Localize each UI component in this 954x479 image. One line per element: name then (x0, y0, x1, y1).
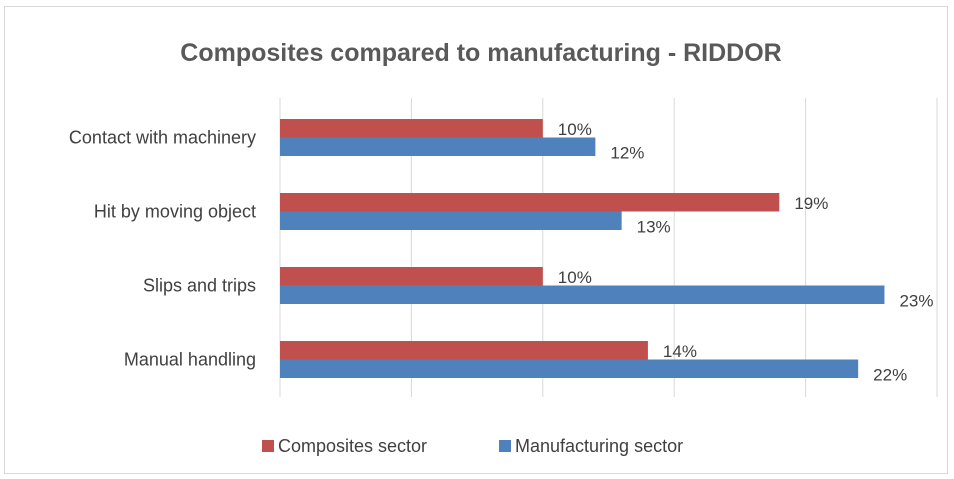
data-label: 14% (663, 342, 697, 361)
manufacturing-bar (280, 359, 859, 378)
manufacturing-bar (280, 211, 622, 230)
legend-label: Composites sector (278, 436, 427, 456)
data-label: 10% (558, 268, 592, 287)
composites-bar (280, 267, 543, 286)
bars (280, 119, 885, 378)
data-label: 22% (873, 366, 907, 385)
chart-title: Composites compared to manufacturing - R… (180, 39, 781, 67)
data-label: 23% (899, 292, 933, 311)
chart-frame (4, 6, 948, 474)
category-label: Manual handling (124, 350, 256, 370)
manufacturing-bar (280, 285, 885, 304)
manufacturing-bar (280, 137, 596, 156)
composites-bar (280, 341, 648, 360)
legend-swatch (499, 440, 511, 452)
legend: Composites sector Manufacturing sector (262, 436, 683, 456)
data-label: 19% (794, 194, 828, 213)
data-label: 10% (558, 120, 592, 139)
composites-bar (280, 119, 543, 138)
data-label: 13% (637, 218, 671, 237)
data-label: 12% (610, 144, 644, 163)
category-label: Hit by moving object (94, 202, 256, 222)
legend-swatch (262, 440, 274, 452)
category-labels: Contact with machinery Hit by moving obje… (69, 128, 256, 370)
legend-label: Manufacturing sector (515, 436, 683, 456)
data-labels: 10% 12% 19% 13% 10% 23% 14% 22% (558, 120, 934, 385)
category-label: Contact with machinery (69, 128, 256, 148)
composites-bar (280, 193, 780, 212)
category-label: Slips and trips (143, 276, 256, 296)
